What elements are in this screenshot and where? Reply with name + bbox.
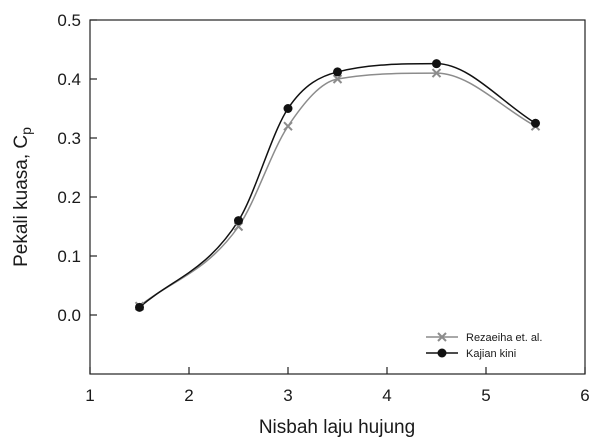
series-2-point [283, 104, 293, 113]
series-line-2 [139, 62, 536, 308]
legend-marker-series-1 [437, 332, 447, 342]
x-tick-label: 6 [580, 386, 589, 405]
legend-label-series-1: Rezaeiha et. al. [466, 332, 542, 344]
y-tick-label: 0.3 [57, 129, 81, 148]
series-2-point [531, 118, 540, 128]
y-axis-label-subscript: p [18, 127, 34, 135]
x-axis-label: Nisbah laju hujung [259, 417, 415, 438]
y-axis-label: Pekali kuasa, Cp [11, 127, 34, 267]
ticks: 1 2 3 4 5 6 0.0 0.1 0.2 0.3 0.4 0.5 [57, 11, 589, 405]
y-tick-label: 0.2 [57, 188, 81, 207]
x-tick-label: 1 [85, 386, 94, 405]
legend-marker-series-2 [437, 348, 447, 358]
y-tick-label: 0.5 [57, 11, 81, 30]
y-tick-label: 0.1 [57, 247, 81, 266]
series-2-point [432, 59, 441, 69]
y-tick-label: 0.4 [57, 70, 81, 89]
series-2-point [333, 67, 342, 77]
series-1-point [283, 121, 293, 131]
series-lines [139, 62, 536, 308]
series-2-point [135, 302, 144, 312]
y-axis-label-main: Pekali kuasa, C [11, 135, 32, 267]
legend: Rezaeiha et. al. Kajian kini [426, 332, 542, 360]
x-tick-label: 4 [382, 386, 391, 405]
series-markers [134, 59, 541, 312]
x-tick-label: 2 [184, 386, 193, 405]
series-1-point [332, 74, 343, 84]
x-tick-label: 5 [481, 386, 490, 405]
series-line-1 [139, 72, 536, 307]
series-1-point [431, 68, 442, 78]
x-tick-label: 3 [283, 386, 292, 405]
series-2-point [234, 216, 243, 226]
y-tick-label: 0.0 [57, 306, 81, 325]
legend-label-series-2: Kajian kini [466, 348, 516, 360]
